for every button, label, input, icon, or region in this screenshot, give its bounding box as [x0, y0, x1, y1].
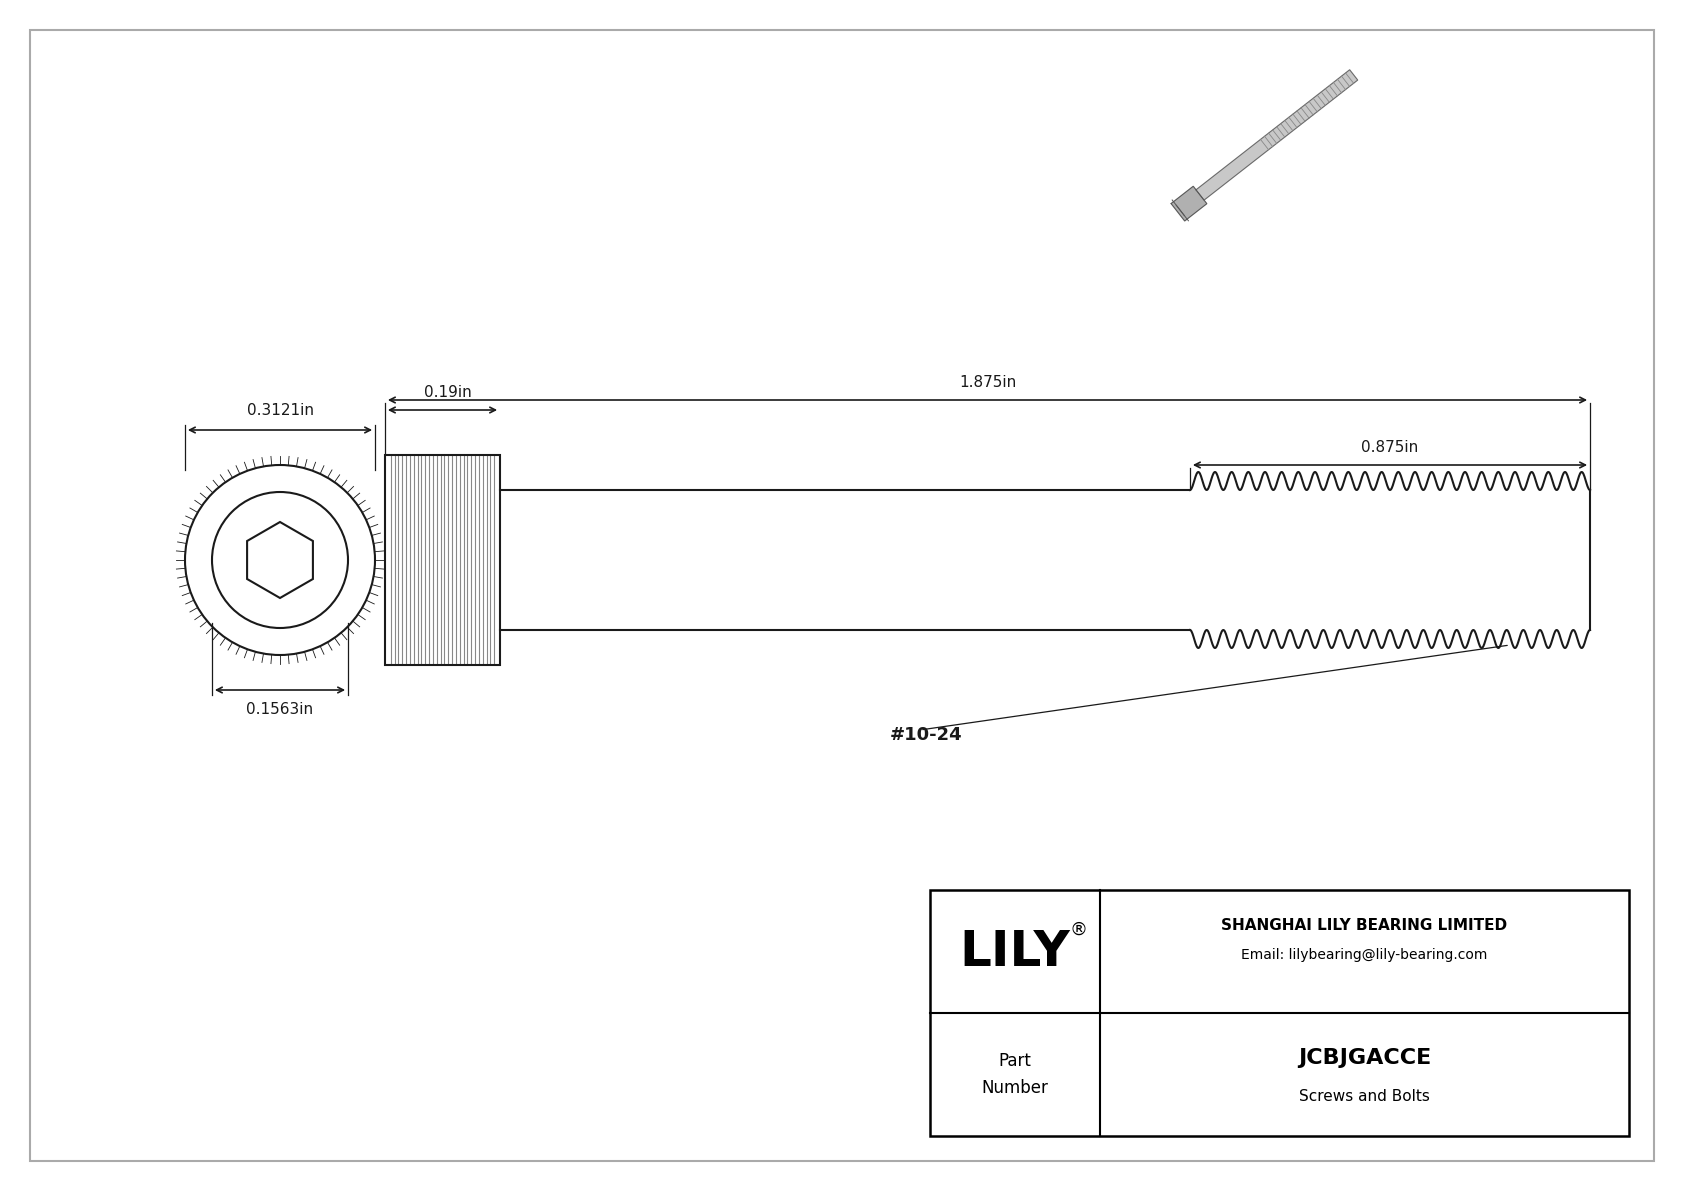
Polygon shape [1170, 186, 1207, 220]
Text: 0.19in: 0.19in [424, 385, 472, 400]
Text: 0.875in: 0.875in [1361, 439, 1418, 455]
Polygon shape [1196, 70, 1357, 200]
Bar [500, 490, 1191, 630]
Bar [930, 890, 1628, 1136]
Text: Part
Number: Part Number [982, 1053, 1049, 1097]
Text: 0.1563in: 0.1563in [246, 701, 313, 717]
Text: LILY: LILY [960, 928, 1071, 975]
Text: #10-24: #10-24 [891, 727, 963, 744]
Text: Screws and Bolts: Screws and Bolts [1298, 1089, 1430, 1104]
Text: ®: ® [1069, 921, 1088, 939]
Text: 1.875in: 1.875in [958, 375, 1015, 389]
Bar [386, 455, 500, 665]
Text: SHANGHAI LILY BEARING LIMITED: SHANGHAI LILY BEARING LIMITED [1221, 918, 1507, 933]
Bar [386, 455, 500, 665]
Text: JCBJGACCE: JCBJGACCE [1298, 1048, 1431, 1068]
Text: 0.3121in: 0.3121in [246, 403, 313, 418]
Text: Email: lilybearing@lily-bearing.com: Email: lilybearing@lily-bearing.com [1241, 948, 1487, 962]
